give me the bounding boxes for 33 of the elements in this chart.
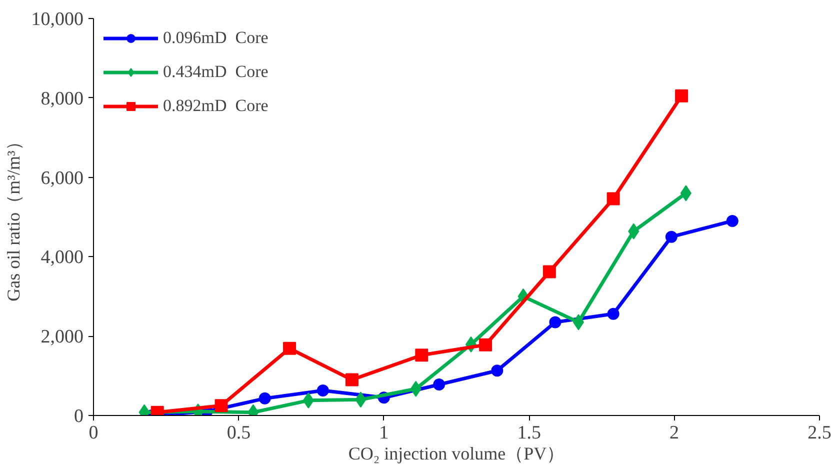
x-tick-label: 2 — [670, 422, 680, 444]
point — [316, 384, 329, 396]
legend-label: 0.892mD Core — [163, 96, 268, 116]
point — [726, 214, 738, 227]
y-tick-label: 4,000 — [40, 247, 84, 268]
x-tick-label: 1 — [379, 422, 389, 444]
x-tick-label: 0.5 — [226, 422, 251, 444]
x-axis-title: CO₂ injection volume（PV） — [348, 444, 565, 464]
point — [479, 338, 492, 352]
y-tick-label: 6,000 — [40, 168, 84, 189]
point — [665, 230, 678, 243]
point — [607, 308, 620, 320]
point — [345, 373, 358, 386]
point — [214, 399, 228, 412]
point — [491, 364, 504, 377]
point — [549, 316, 562, 328]
y-axis-title: Gas oil ratio（m³/m³） — [3, 132, 24, 302]
point — [542, 265, 556, 278]
point — [606, 192, 620, 206]
y-tick-label: 8,000 — [40, 88, 84, 110]
legend-label: 0.434mD Core — [163, 62, 268, 82]
x-tick-label: 1.5 — [517, 422, 541, 444]
legend-label: 0.096mD Core — [163, 28, 268, 48]
y-tick-label: 0 — [74, 406, 84, 427]
point — [415, 348, 428, 362]
y-tick-label: 2,000 — [40, 326, 84, 348]
x-tick-label: 2.5 — [808, 422, 831, 444]
point — [433, 378, 446, 391]
point — [283, 342, 296, 355]
point — [258, 392, 271, 404]
x-tick-label: 0 — [88, 422, 98, 444]
point — [675, 89, 688, 102]
y-tick-label: 10,000 — [31, 9, 84, 30]
